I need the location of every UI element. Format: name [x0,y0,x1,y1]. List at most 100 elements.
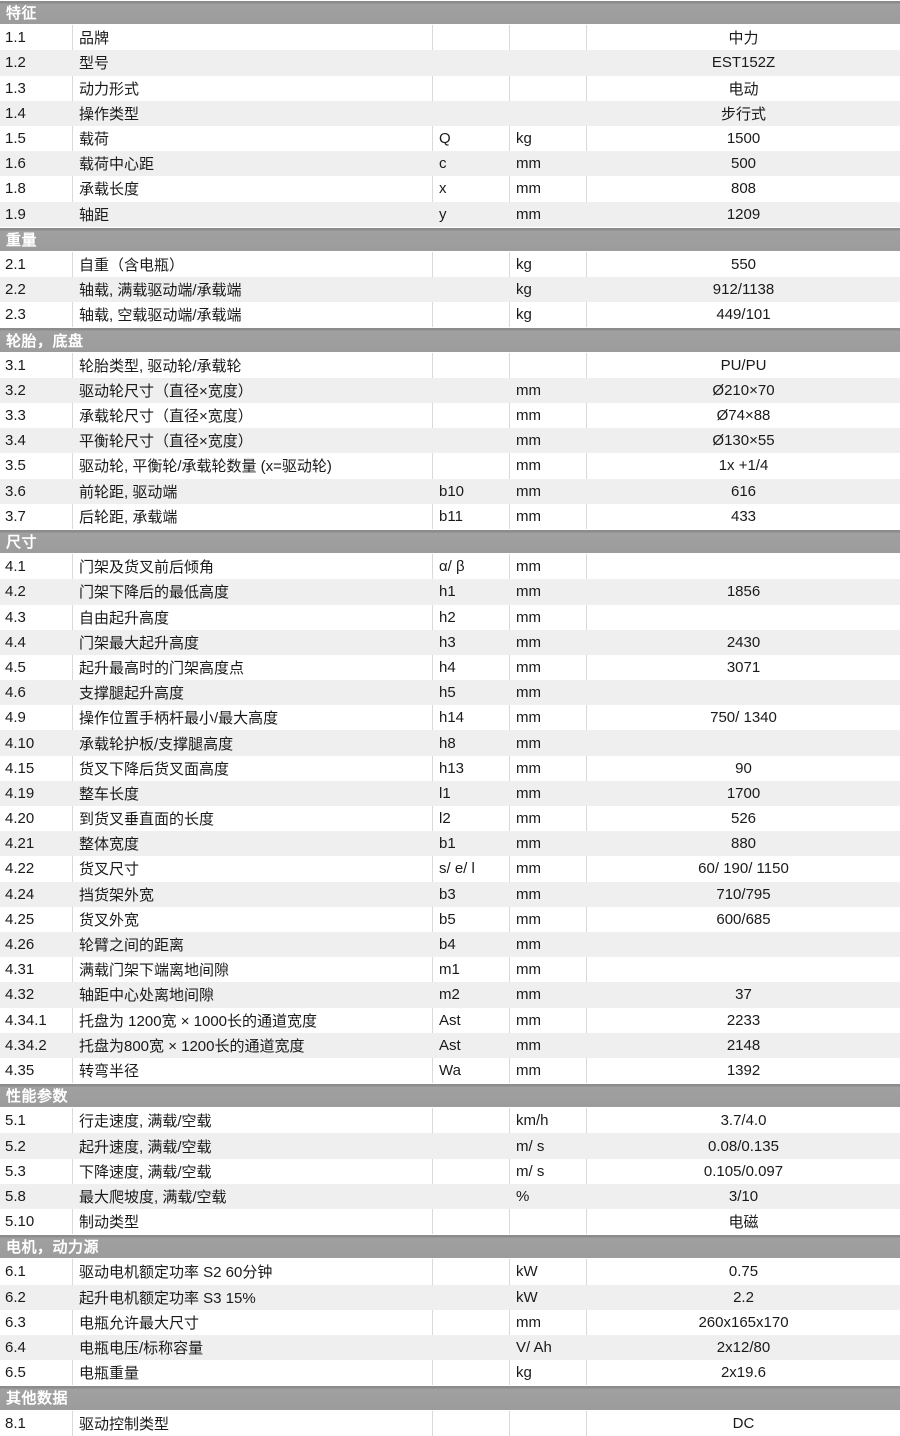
row-symbol: h5 [439,684,456,702]
row-number: 6.3 [0,1309,73,1335]
table-row: 3.6 前轮距, 驱动端 b10 mm 616 [0,478,900,504]
row-number: 4.6 [5,684,26,702]
row-unit: % [516,1187,530,1205]
row-symbol [433,1133,510,1158]
row-value: 3.7/4.0 [720,1112,767,1130]
row-number: 1.9 [5,205,26,223]
row-value: 808 [730,180,757,198]
row-symbol: h1 [439,583,456,601]
table-row: 1.1 品牌 中力 [0,25,900,51]
table-row: 4.9 操作位置手柄杆最小/最大高度 h14 mm 750/ 1340 [0,705,900,731]
row-description: 动力形式 [73,75,433,101]
row-symbol [433,378,510,403]
row-value [587,680,900,705]
spec-section: 特征 1.1 品牌 中力 1.2 型号 EST152Z 1.3 动力形式 电动 … [0,0,900,227]
row-description: 行走速度, 满载/空载 [73,1108,433,1134]
row-description: 起升电机额定功率 S3 15% [79,1289,256,1307]
row-description: 承载长度 [73,176,433,202]
row-description: 门架及货叉前后倾角 [73,554,433,580]
row-symbol: s/ e/ l [433,856,510,882]
row-number: 4.3 [0,604,73,630]
row-description: 驱动轮, 平衡轮/承载轮数量 (x=驱动轮) [73,453,433,479]
table-row: 4.1 门架及货叉前后倾角 α/ β mm [0,554,900,580]
row-description: 承载轮护板/支撑腿高度 [79,735,234,753]
row-value: 37 [735,986,752,1004]
row-value [587,957,900,982]
row-value: 526 [730,810,757,828]
row-value: 2.2 [733,1288,754,1306]
row-value: 710/795 [716,885,771,903]
row-number: 4.9 [0,705,73,731]
row-number: 5.1 [0,1108,73,1134]
row-symbol [433,1285,510,1310]
row-description: 转弯半径 [73,1057,433,1084]
row-number: 4.35 [0,1057,73,1084]
row-description: 驱动电机额定功率 S2 60分钟 [73,1259,433,1285]
row-value: 2x12/80 [716,1339,771,1357]
row-value: Ø210×70 [712,381,775,399]
row-symbol [433,25,510,51]
row-value [587,605,900,630]
row-description: 轴载, 空载驱动端/承载端 [73,302,433,328]
row-value: 0.105/0.097 [703,1162,784,1180]
table-row: 4.3 自由起升高度 h2 mm [0,604,900,630]
table-row: 4.6 支撑腿起升高度 h5 mm [0,680,900,706]
spec-section: 电机，动力源 6.1 驱动电机额定功率 S2 60分钟 kW 0.75 6.2 … [0,1234,900,1386]
row-symbol: α/ β [433,554,510,580]
row-value: 600/685 [716,910,771,928]
table-row: 4.5 起升最高时的门架高度点 h4 mm 3071 [0,654,900,681]
row-description: 托盘为 1200宽 × 1000长的通道宽度 [73,1007,433,1033]
row-unit: mm [516,432,541,450]
row-description: 品牌 [73,25,433,51]
table-row: 5.3 下降速度, 满载/空载 m/ s 0.105/0.097 [0,1158,900,1184]
row-value: 2233 [726,1011,761,1029]
row-unit: m/ s [516,1137,545,1155]
row-value: 0.75 [728,1263,759,1281]
section-rows: 6.1 驱动电机额定功率 S2 60分钟 kW 0.75 6.2 起升电机额定功… [0,1259,900,1386]
row-symbol: c [439,155,447,173]
table-row: 4.4 门架最大起升高度 h3 mm 2430 [0,629,900,655]
row-description: 轮胎类型, 驱动轮/承载轮 [73,352,433,378]
row-value: 433 [730,507,757,525]
row-unit: mm [510,906,587,932]
row-number: 6.1 [0,1259,73,1285]
row-symbol: Ast [439,1036,461,1054]
row-unit: kg [516,281,532,299]
row-description: 到货叉垂直面的长度 [73,806,433,832]
table-row: 1.4 操作类型 步行式 [0,100,900,126]
table-row: 4.22 货叉尺寸 s/ e/ l mm 60/ 190/ 1150 [0,856,900,882]
row-value: EST152Z [711,54,776,72]
row-number: 4.1 [0,554,73,580]
table-row: 2.3 轴载, 空载驱动端/承载端 kg 449/101 [0,302,900,328]
row-unit: mm [510,856,587,882]
section-rows: 8.1 驱动控制类型 DC [0,1410,900,1436]
table-row: 5.1 行走速度, 满载/空载 km/h 3.7/4.0 [0,1108,900,1134]
table-row: 6.5 电瓶重量 kg 2x19.6 [0,1360,900,1386]
table-row: 8.1 驱动控制类型 DC [0,1410,900,1436]
section-rows: 2.1 自重（含电瓶） kg 550 2.2 轴载, 满载驱动端/承载端 kg … [0,251,900,328]
row-description: 驱动控制类型 [73,1410,433,1436]
row-number: 1.4 [5,104,26,122]
row-unit [510,1209,587,1235]
table-row: 3.7 后轮距, 承载端 b11 mm 433 [0,503,900,529]
row-description: 轴载, 满载驱动端/承载端 [79,282,242,300]
row-symbol [433,50,510,75]
row-value: 880 [730,835,757,853]
row-unit: kW [516,1288,538,1306]
section-rows: 1.1 品牌 中力 1.2 型号 EST152Z 1.3 动力形式 电动 1.4… [0,25,900,227]
row-number: 3.3 [0,403,73,429]
section-title: 特征 [6,5,38,23]
row-description: 自重（含电瓶） [73,251,433,278]
row-number: 1.8 [0,176,73,202]
section-rows: 4.1 门架及货叉前后倾角 α/ β mm 4.2 门架下降后的最低高度 h1 … [0,554,900,1084]
row-symbol: y [439,205,447,223]
row-description: 起升速度, 满载/空载 [79,1138,212,1156]
row-number: 6.2 [5,1288,26,1306]
section-title: 其他数据 [6,1390,69,1408]
row-symbol [433,1158,510,1184]
row-unit: mm [516,633,541,651]
row-number: 4.4 [5,633,26,651]
section-header: 特征 [0,0,900,26]
section-header: 重量 [0,226,900,252]
row-unit: mm [516,583,541,601]
